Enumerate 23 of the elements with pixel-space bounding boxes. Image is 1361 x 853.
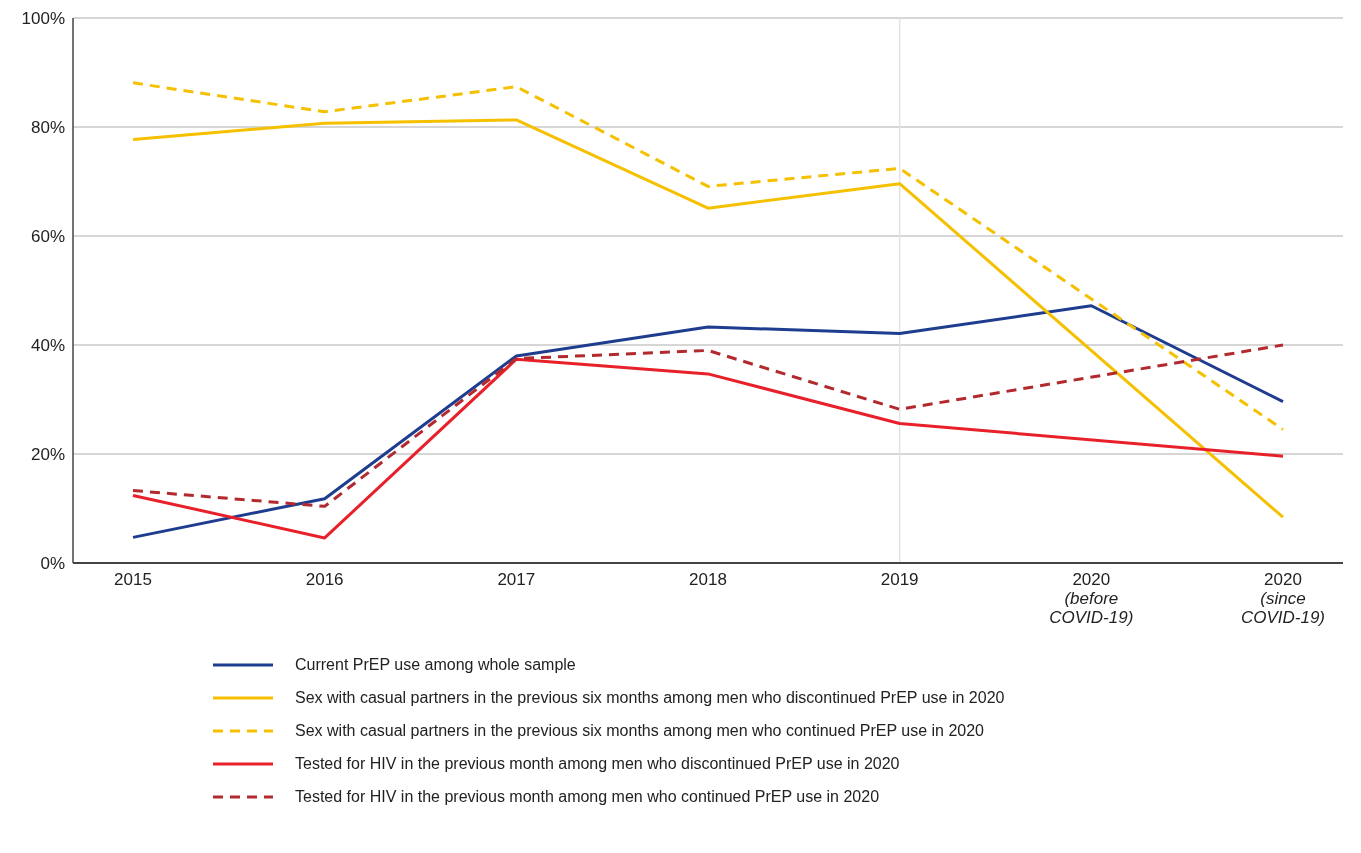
legend-label: Tested for HIV in the previous month among men who discontinued PrEP use in 2020 <box>295 754 900 773</box>
line-series <box>131 343 1285 508</box>
y-tick-label: 20% <box>30 445 65 465</box>
line-series <box>131 357 1285 540</box>
legend-label: Sex with casual partners in the previous six months among men who continued PrEP use in 2020 <box>295 721 984 740</box>
line-series <box>131 118 1285 519</box>
x-tick-label: 2016 <box>305 570 344 589</box>
legend-label: Tested for HIV in the previous month among men who continued PrEP use in 2020 <box>295 787 880 806</box>
line-series <box>131 304 1285 539</box>
legend-label: Current PrEP use among whole sample <box>295 655 576 674</box>
legend-label: Sex with casual partners in the previous six months among men who discontinued PrEP use in 2020 <box>295 688 1005 707</box>
x-tick-label: 2020 (since COVID-19) <box>1240 570 1326 627</box>
y-tick-label: 80% <box>30 118 65 138</box>
x-tick-label: 2015 <box>114 570 152 589</box>
x-tick-label: 2019 <box>880 570 919 589</box>
y-tick-label: 0% <box>40 554 65 574</box>
x-tick-label: 2018 <box>689 570 727 589</box>
x-tick-label: 2017 <box>497 570 536 589</box>
line-series <box>131 81 1285 431</box>
x-tick-label: 2020 (before COVID-19) <box>1049 570 1134 627</box>
y-tick-label: 100% <box>21 9 65 29</box>
y-tick-label: 60% <box>30 227 65 247</box>
y-tick-label: 40% <box>30 336 65 356</box>
